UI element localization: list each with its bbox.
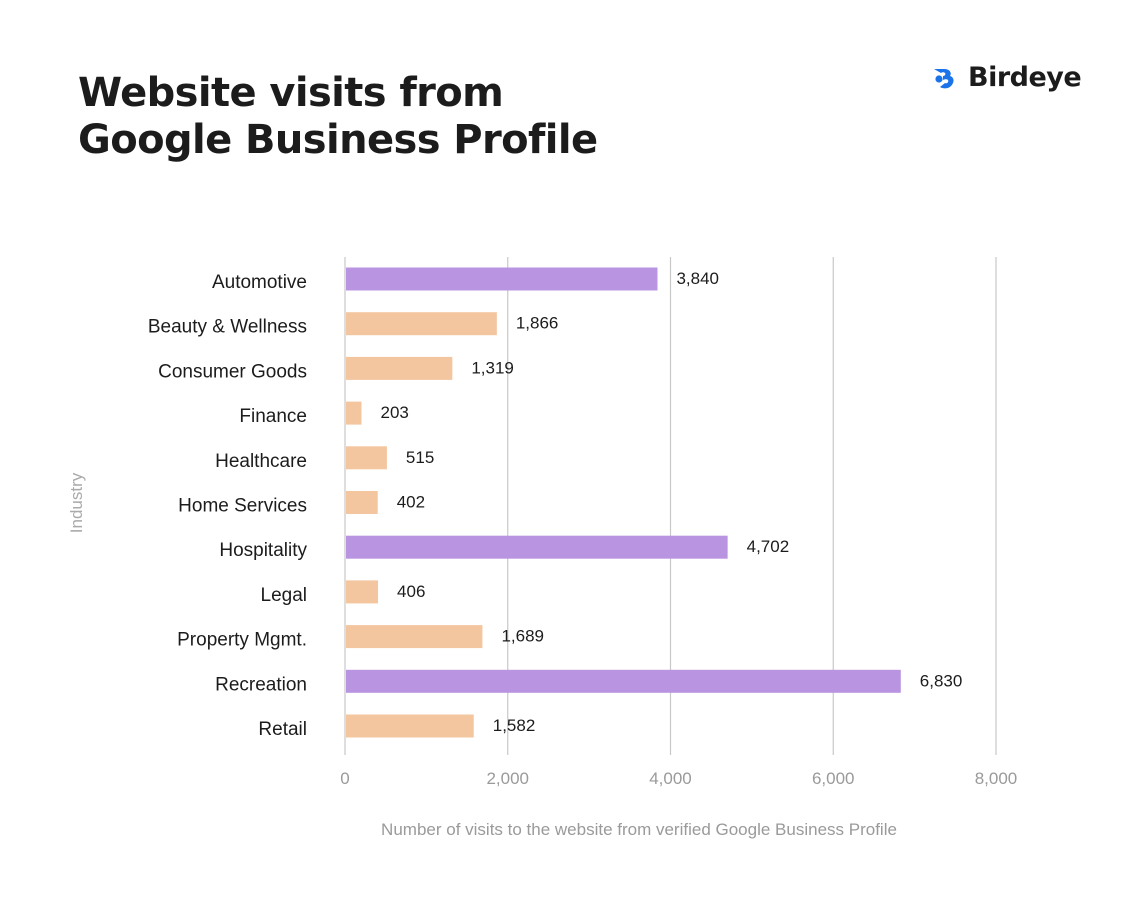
category-label: Recreation [215,674,307,695]
bar [346,580,379,604]
value-label: 203 [381,403,409,422]
bar [346,669,901,693]
x-axis-title: Number of visits to the website from ver… [381,820,897,839]
bar [346,491,378,514]
value-label: 6,830 [920,671,963,690]
category-label: Home Services [178,496,307,517]
birdeye-logo-icon [934,68,954,88]
value-label: 1,319 [471,358,514,377]
bar [346,535,728,559]
x-tick-label: 2,000 [486,769,529,788]
category-label: Finance [239,406,307,427]
chart-title-line-1: Website visits from [78,70,504,116]
chart-title-line-2: Google Business Profile [78,117,598,163]
value-label: 4,702 [747,537,790,556]
value-label: 402 [397,493,425,512]
category-label: Hospitality [219,540,307,561]
x-tick-label: 6,000 [812,769,855,788]
chart-title: Website visits from Google Business Prof… [78,70,598,164]
bar [346,401,362,425]
bar [346,267,658,291]
bar [346,625,483,649]
category-label: Healthcare [215,451,307,472]
category-label: Property Mgmt. [177,630,307,651]
bar [346,312,497,336]
bar [346,446,387,470]
y-axis-title: Industry [67,472,86,533]
x-tick-label: 8,000 [975,769,1018,788]
category-label: Beauty & Wellness [148,317,307,338]
x-tick-label: 0 [340,769,349,788]
value-label: 1,689 [501,627,544,646]
bar [346,356,453,380]
category-label: Consumer Goods [158,361,307,382]
value-label: 1,582 [493,716,536,735]
brand-logo: Birdeye [930,62,1082,93]
category-label: Retail [258,719,307,740]
x-tick-label: 4,000 [649,769,692,788]
bar [346,714,474,738]
value-label: 515 [406,448,434,467]
value-label: 1,866 [516,314,559,333]
category-label: Automotive [212,272,307,293]
brand-name: Birdeye [968,62,1082,93]
category-label: Legal [261,585,308,606]
value-label: 406 [397,582,425,601]
value-label: 3,840 [676,269,719,288]
